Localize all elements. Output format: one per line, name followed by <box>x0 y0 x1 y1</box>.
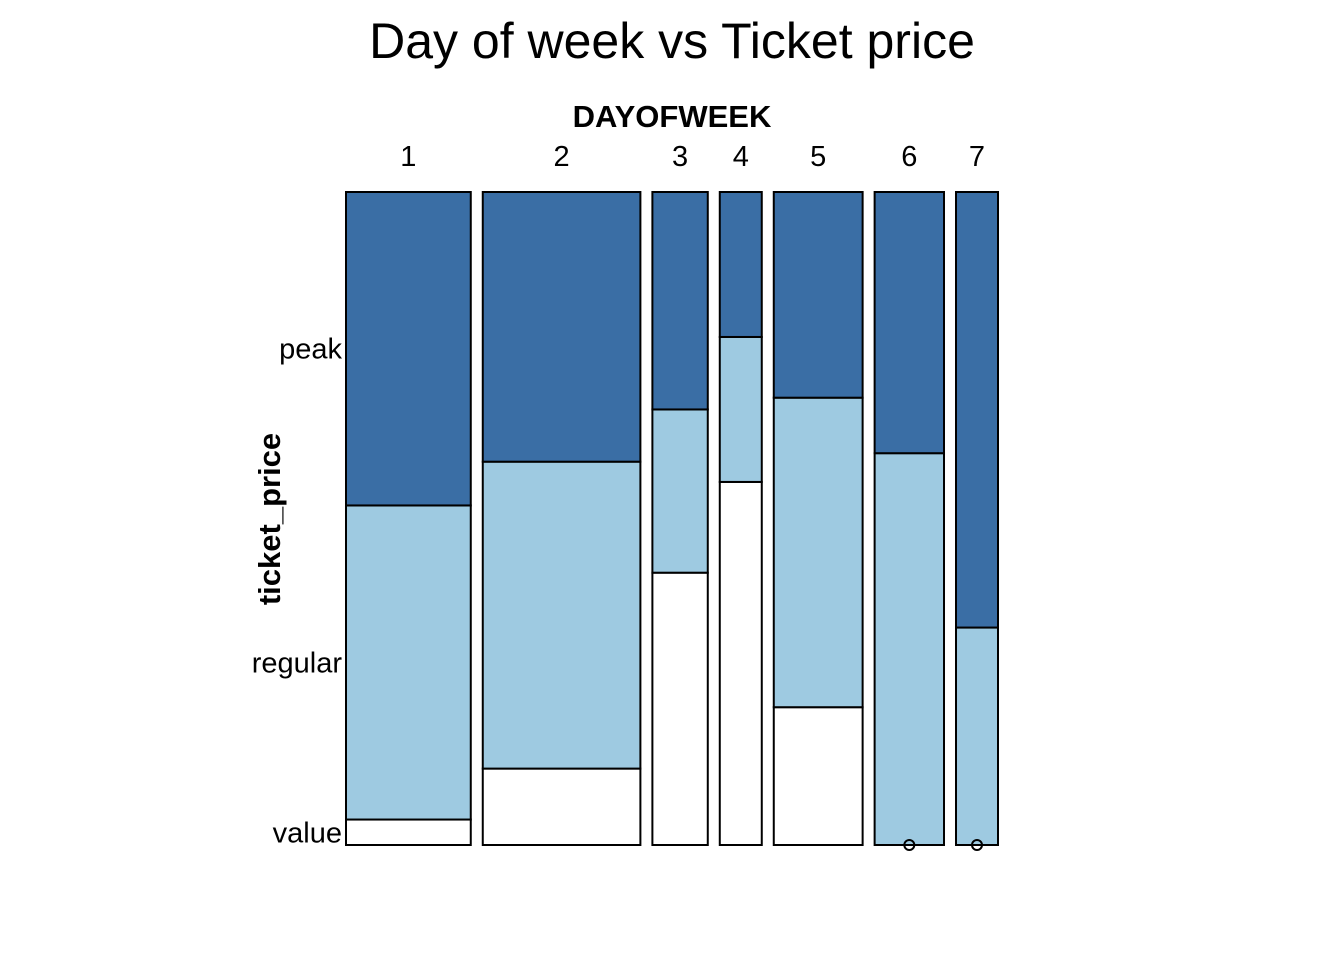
mosaic-tile-5-peak <box>772 191 864 399</box>
mosaic-tile-7-peak <box>955 191 999 629</box>
mosaic-tile-2-regular <box>481 460 642 770</box>
x-tick-label: 2 <box>554 141 570 173</box>
y-axis-title: ticket_price <box>252 433 287 605</box>
mosaic-tile-6-peak <box>873 191 946 455</box>
mosaic-tile-1-peak <box>345 191 472 507</box>
x-axis-title: DAYOFWEEK <box>573 99 772 134</box>
y-tick-label-peak: peak <box>279 334 342 366</box>
mosaic-tile-3-regular <box>651 408 709 574</box>
x-tick-label: 1 <box>400 141 416 173</box>
mosaic-tile-3-peak <box>651 191 709 411</box>
mosaic-tile-4-value <box>718 480 763 846</box>
mosaic-tile-3-value <box>651 571 709 846</box>
mosaic-tiles <box>345 191 999 847</box>
mosaic-tile-5-value <box>772 706 864 846</box>
x-tick-label: 5 <box>810 141 826 173</box>
x-tick-labels: 1 2 3 4 5 6 7 <box>400 141 985 173</box>
empty-cell-markers <box>903 839 984 851</box>
mosaic-tile-6-regular <box>873 452 946 846</box>
mosaic-tile-1-value <box>345 818 472 847</box>
x-tick-label: 3 <box>672 141 688 173</box>
y-tick-label-regular: regular <box>252 647 343 679</box>
y-tick-label-value: value <box>273 817 342 849</box>
mosaic-tile-2-value <box>481 767 642 846</box>
mosaic-tile-1-regular <box>345 504 472 821</box>
x-tick-label: 6 <box>901 141 917 173</box>
y-tick-labels: value regular peak <box>252 334 343 850</box>
empty-cell-marker-7-value <box>971 839 984 851</box>
x-tick-label: 4 <box>733 141 749 173</box>
mosaic-tile-4-peak <box>718 191 763 338</box>
mosaic-tile-4-regular <box>718 335 763 483</box>
empty-cell-marker-6-value <box>903 839 916 851</box>
x-tick-label: 7 <box>969 141 985 173</box>
mosaic-tile-2-peak <box>481 191 642 463</box>
mosaic-tile-5-regular <box>772 396 864 709</box>
chart-title: Day of week vs Ticket price <box>369 13 975 69</box>
mosaic-tile-7-regular <box>955 626 999 847</box>
